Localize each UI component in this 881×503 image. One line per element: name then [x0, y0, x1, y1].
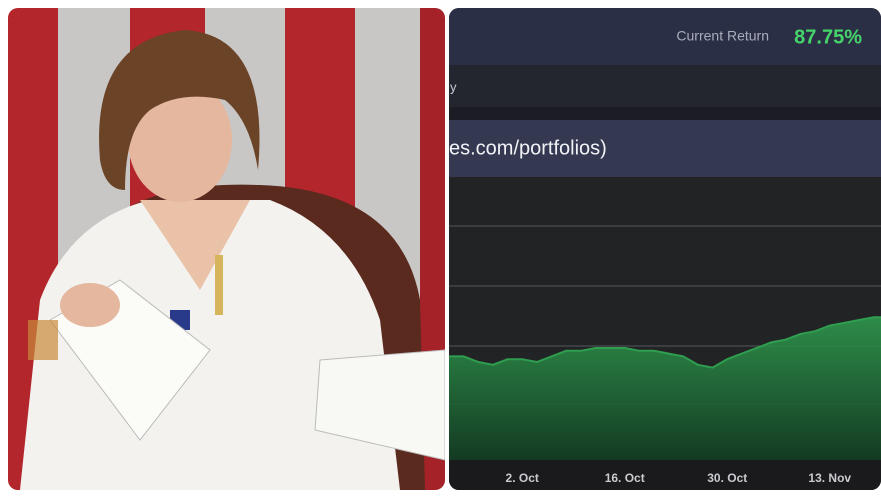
x-tick-label: 16. Oct [605, 471, 645, 485]
photo [8, 8, 445, 490]
x-tick-label: 2. Oct [506, 471, 539, 485]
header-bar [449, 8, 881, 65]
return-value: 87.75% [794, 26, 862, 48]
return-label: Current Return [676, 28, 769, 44]
url-text: es.com/portfolios) [449, 137, 607, 159]
tab-text: y [450, 79, 457, 94]
tab-bar [449, 65, 881, 107]
line [449, 316, 881, 369]
x-tick-label: 30. Oct [707, 471, 747, 485]
portfolio-screenshot: Current Return 87.75% y es.com/portfolio… [449, 8, 881, 490]
area [449, 317, 881, 460]
x-tick-label: 13. Nov [808, 471, 851, 485]
url-bar [449, 120, 881, 177]
